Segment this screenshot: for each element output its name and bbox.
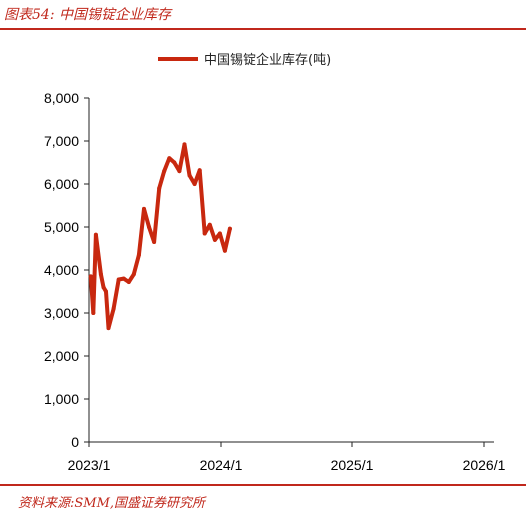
data-point [222,248,227,253]
series-line [88,142,232,331]
data-point [212,237,217,242]
data-point [116,277,121,282]
y-tick-label: 1,000 [44,391,79,407]
data-point [101,285,106,290]
header-rule [0,28,526,30]
data-point [192,182,197,186]
data-point [217,231,222,236]
data-point [93,232,98,237]
data-point [157,186,162,191]
data-point [227,226,232,231]
legend-label: 中国锡锭企业库存(吨) [204,52,331,68]
source-note: 资料来源:SMM,国盛证券研究所 [18,496,206,511]
data-point [106,326,111,331]
line-chart: 中国锡锭企业库存(吨) 0 1,000 2,000 3,000 4,000 5,000 6,… [44,52,506,473]
figure-header: 图表54: 中国锡锭企业库存 [0,0,526,30]
data-point [147,225,151,229]
data-point [91,311,96,315]
y-tick-label: 0 [71,434,79,450]
data-point [88,274,93,279]
data-point [98,272,103,277]
data-point [202,231,207,236]
data-point [142,206,146,211]
figure-title: 图表54: 中国锡锭企业库存 [4,7,171,23]
data-point [162,169,167,174]
x-tick-label: 2023/1 [68,457,111,473]
x-axis: 2023/1 2024/1 2025/1 2026/1 [68,441,506,473]
x-tick-label: 2025/1 [331,457,374,473]
x-tick-label: 2026/1 [463,457,506,473]
footer-rule [0,484,526,486]
data-point [197,168,202,173]
chart-legend: 中国锡锭企业库存(吨) [158,52,331,68]
y-axis: 0 1,000 2,000 3,000 4,000 5,000 6,000 7,000 8,00… [44,90,90,450]
y-tick-label: 7,000 [44,133,79,149]
data-point [207,222,212,227]
data-point [136,253,141,257]
data-point [121,276,126,281]
y-tick-label: 4,000 [44,262,79,278]
data-point [131,272,136,277]
data-point [126,280,131,284]
x-tick-label: 2024/1 [200,457,243,473]
y-tick-label: 6,000 [44,176,79,192]
data-point [167,156,172,161]
data-point [182,142,187,147]
data-point [187,173,192,178]
y-tick-label: 3,000 [44,305,79,321]
y-tick-label: 2,000 [44,348,79,364]
data-point [177,169,182,174]
data-point [152,240,157,244]
series-points [88,142,232,331]
y-tick-label: 5,000 [44,219,79,235]
data-point [172,160,177,165]
data-point [111,306,116,311]
data-point [104,289,108,294]
y-tick-label: 8,000 [44,90,79,106]
figure-footer: 资料来源:SMM,国盛证券研究所 [0,484,526,514]
